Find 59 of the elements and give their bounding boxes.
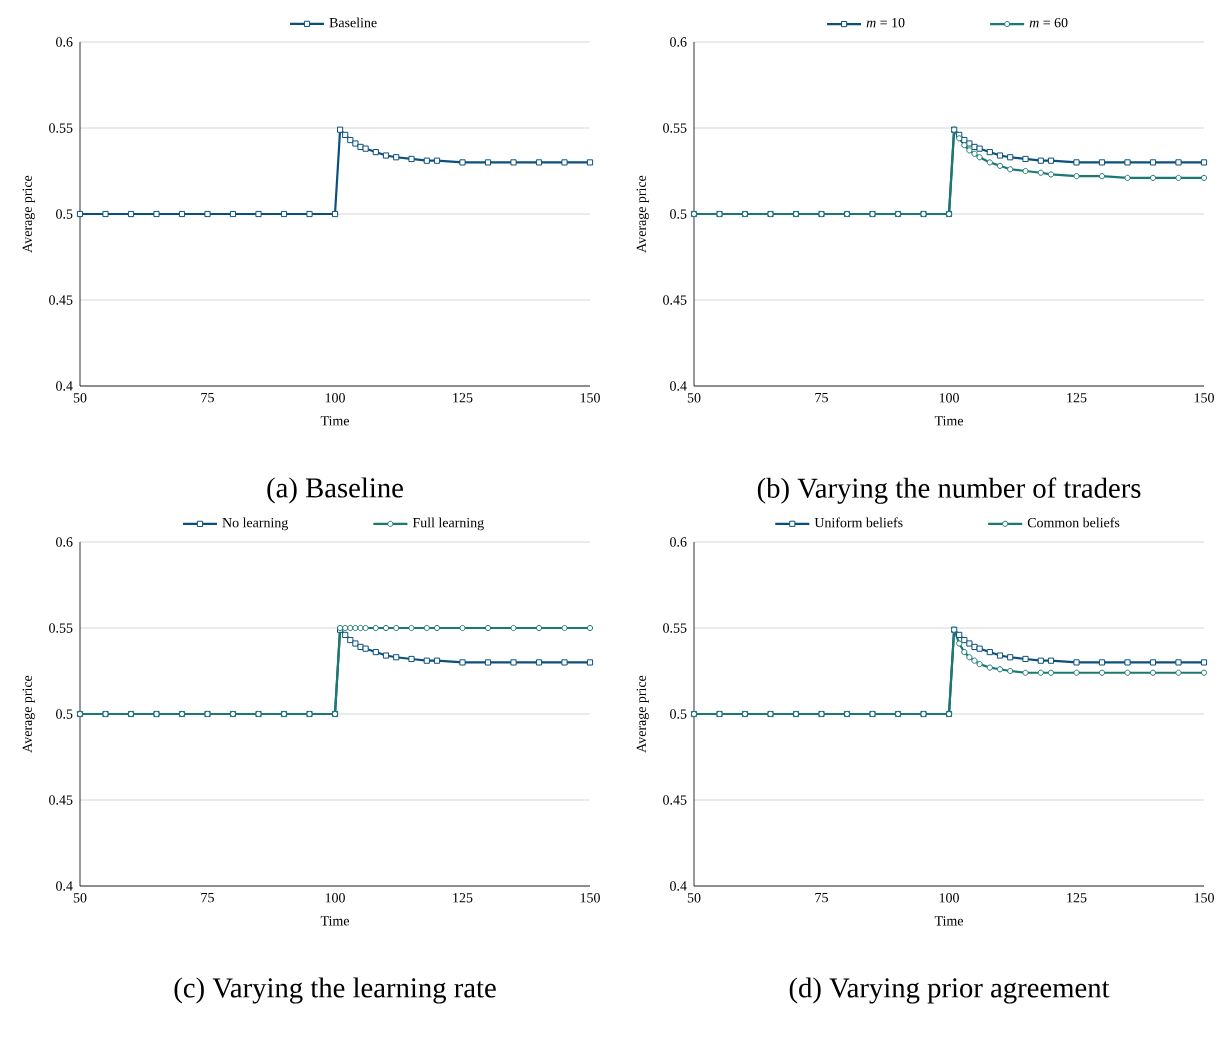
x-tick-label: 100 — [939, 393, 959, 403]
x-axis-title: Time — [934, 916, 963, 926]
y-tick-label: 0.45 — [49, 795, 73, 805]
x-tick-label: 50 — [687, 893, 701, 903]
x-tick-label: 50 — [73, 393, 87, 403]
y-tick-label: 0.55 — [663, 623, 687, 633]
x-tick-label: 75 — [815, 893, 828, 903]
y-tick-label: 0.4 — [56, 381, 73, 391]
y-tick-label: 0.5 — [670, 709, 687, 719]
legend-label: No learning — [222, 517, 289, 531]
y-tick-label: 0.6 — [670, 537, 687, 547]
y-axis-title: Average price — [636, 175, 649, 253]
y-tick-label: 0.45 — [663, 795, 687, 805]
y-tick-label: 0.45 — [49, 295, 73, 305]
y-tick-label: 0.5 — [670, 209, 687, 219]
legend-label: Full learning — [412, 517, 484, 531]
x-tick-label: 75 — [815, 393, 828, 403]
y-axis-title: Average price — [22, 175, 35, 253]
x-tick-label: 150 — [580, 893, 600, 903]
legend-label: m = 10 — [866, 17, 905, 28]
y-axis-title: Average price — [22, 675, 35, 753]
x-tick-label: 125 — [453, 393, 473, 403]
y-tick-label: 0.4 — [670, 881, 687, 891]
x-axis-title: Time — [320, 916, 349, 926]
x-tick-label: 100 — [325, 393, 345, 403]
y-tick-label: 0.45 — [663, 295, 687, 305]
y-tick-label: 0.5 — [56, 709, 73, 719]
x-axis-title: Time — [320, 416, 349, 426]
y-axis-title: Average price — [636, 675, 649, 753]
x-tick-label: 100 — [325, 893, 345, 903]
x-tick-label: 50 — [73, 893, 87, 903]
x-tick-label: 75 — [201, 393, 214, 403]
y-tick-label: 0.4 — [56, 881, 73, 891]
legend-label: Baseline — [329, 17, 377, 28]
y-tick-label: 0.4 — [670, 381, 687, 391]
x-tick-label: 50 — [687, 393, 701, 403]
y-tick-label: 0.6 — [56, 37, 73, 47]
y-tick-label: 0.6 — [56, 537, 73, 547]
legend-label: Common beliefs — [1027, 517, 1120, 528]
y-tick-label: 0.55 — [663, 123, 687, 133]
text: (b) Varying the number of traders — [757, 477, 1141, 504]
x-tick-label: 100 — [939, 893, 959, 903]
x-axis-title: Time — [934, 416, 963, 426]
text: (d) Varying prior agreement — [789, 977, 1110, 1004]
text: (c) Varying the learning rate — [174, 977, 496, 1004]
x-tick-label: 125 — [1067, 393, 1087, 403]
legend-label: Uniform beliefs — [814, 517, 903, 528]
x-tick-label: 75 — [201, 893, 214, 903]
x-tick-label: 150 — [580, 393, 600, 403]
y-tick-label: 0.6 — [670, 37, 687, 47]
x-tick-label: 150 — [1194, 393, 1214, 403]
legend-label: m = 60 — [1029, 17, 1068, 28]
x-tick-label: 150 — [1194, 893, 1214, 903]
x-tick-label: 125 — [1067, 893, 1087, 903]
y-tick-label: 0.55 — [49, 123, 73, 133]
x-tick-label: 125 — [453, 893, 473, 903]
y-tick-label: 0.55 — [49, 623, 73, 633]
y-tick-label: 0.5 — [56, 209, 73, 219]
text: (a) Baseline — [267, 477, 403, 504]
